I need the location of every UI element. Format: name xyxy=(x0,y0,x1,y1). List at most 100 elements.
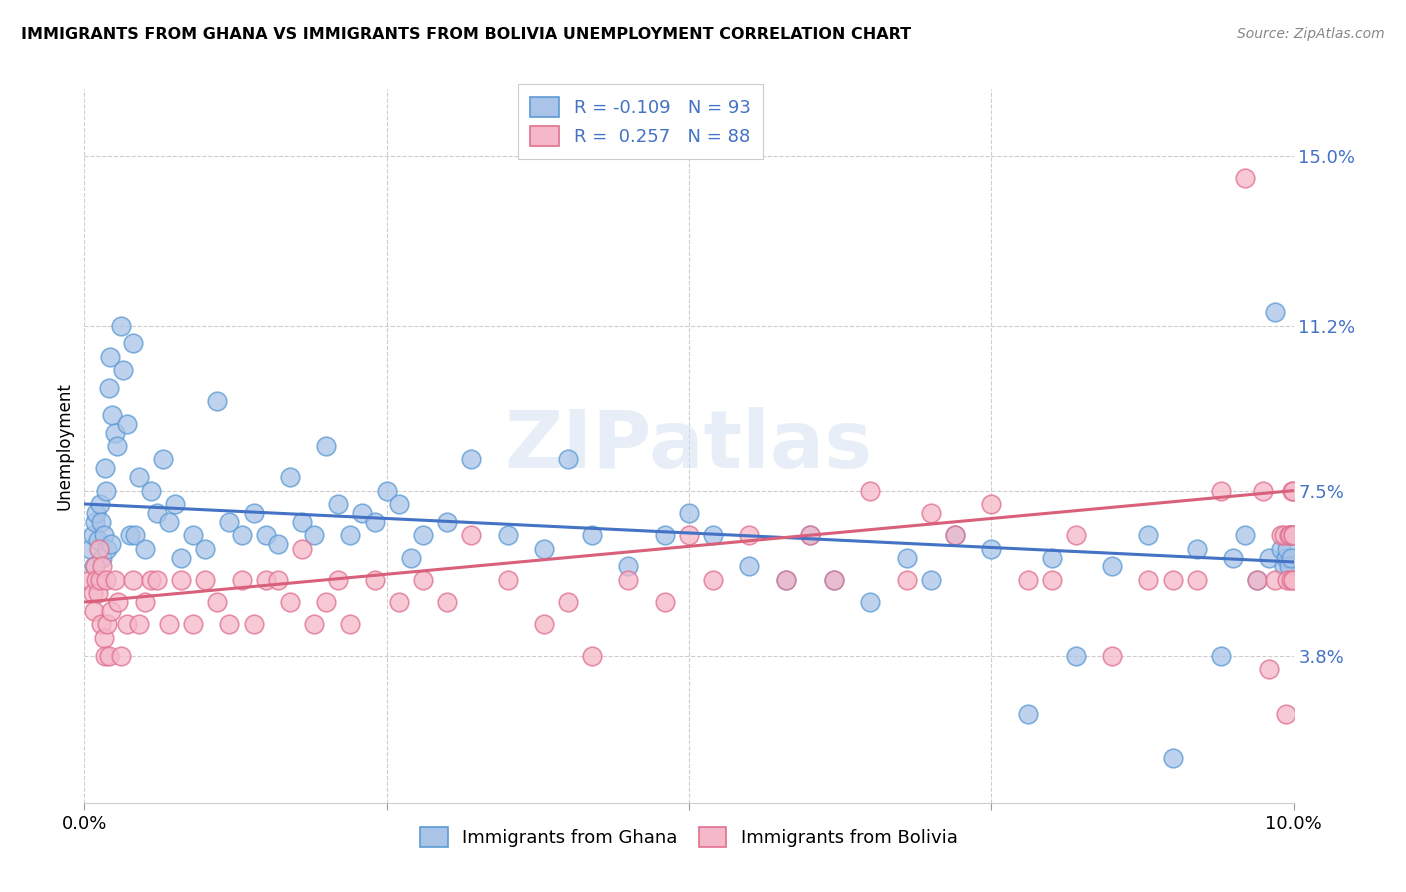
Point xyxy=(291,541,314,556)
Point xyxy=(460,452,482,467)
Point xyxy=(1278,559,1301,574)
Point xyxy=(328,497,350,511)
Point xyxy=(157,617,180,632)
Point xyxy=(120,528,142,542)
Point xyxy=(1282,528,1305,542)
Point xyxy=(460,528,482,542)
Point xyxy=(86,586,108,600)
Point xyxy=(1209,648,1232,663)
Point xyxy=(83,604,105,618)
Point xyxy=(139,573,162,587)
Point xyxy=(218,617,240,632)
Point xyxy=(104,573,127,587)
Point xyxy=(436,515,458,529)
Point xyxy=(1282,573,1305,587)
Point xyxy=(87,541,110,556)
Point xyxy=(181,617,204,632)
Point xyxy=(678,506,700,520)
Point xyxy=(388,595,411,609)
Point xyxy=(1264,573,1286,587)
Point xyxy=(738,559,761,574)
Point xyxy=(896,573,918,587)
Point xyxy=(654,528,676,542)
Point xyxy=(115,617,138,632)
Point xyxy=(617,573,640,587)
Point xyxy=(87,573,110,587)
Point xyxy=(1017,573,1039,587)
Point xyxy=(91,559,114,574)
Point xyxy=(181,528,204,542)
Point xyxy=(1258,550,1281,565)
Point xyxy=(1264,305,1286,319)
Point xyxy=(375,483,398,498)
Point xyxy=(194,541,217,556)
Point xyxy=(980,541,1002,556)
Point xyxy=(859,595,882,609)
Point xyxy=(388,497,411,511)
Point xyxy=(1101,648,1123,663)
Point xyxy=(170,550,193,565)
Point xyxy=(823,573,845,587)
Point xyxy=(702,573,724,587)
Point xyxy=(1101,559,1123,574)
Point xyxy=(896,550,918,565)
Point xyxy=(557,595,579,609)
Point xyxy=(533,541,555,556)
Point xyxy=(1246,573,1268,587)
Point xyxy=(93,631,115,645)
Point xyxy=(82,528,104,542)
Point xyxy=(1161,573,1184,587)
Point xyxy=(533,617,555,632)
Point xyxy=(859,483,882,498)
Point xyxy=(1279,573,1302,587)
Point xyxy=(1278,528,1301,542)
Point xyxy=(328,573,350,587)
Point xyxy=(86,573,108,587)
Point xyxy=(242,617,264,632)
Point xyxy=(97,381,120,395)
Point xyxy=(775,573,797,587)
Point xyxy=(89,573,111,587)
Point xyxy=(1275,706,1298,721)
Point xyxy=(112,363,135,377)
Point xyxy=(86,506,108,520)
Point xyxy=(1272,559,1295,574)
Point xyxy=(496,528,519,542)
Point xyxy=(128,470,150,484)
Point xyxy=(104,425,127,440)
Point xyxy=(352,506,374,520)
Point xyxy=(86,533,108,547)
Point xyxy=(339,528,361,542)
Point xyxy=(617,559,640,574)
Text: IMMIGRANTS FROM GHANA VS IMMIGRANTS FROM BOLIVIA UNEMPLOYMENT CORRELATION CHART: IMMIGRANTS FROM GHANA VS IMMIGRANTS FROM… xyxy=(21,27,911,42)
Point xyxy=(1185,573,1208,587)
Point xyxy=(738,528,761,542)
Point xyxy=(84,515,107,529)
Point xyxy=(1278,528,1301,542)
Point xyxy=(412,573,434,587)
Point xyxy=(775,573,797,587)
Point xyxy=(94,483,117,498)
Point xyxy=(254,528,277,542)
Point xyxy=(94,648,117,663)
Point xyxy=(134,595,156,609)
Point xyxy=(1040,550,1063,565)
Point xyxy=(115,417,138,431)
Point xyxy=(124,528,146,542)
Point xyxy=(1137,528,1160,542)
Point xyxy=(1281,483,1303,498)
Point xyxy=(100,604,122,618)
Point xyxy=(101,408,124,422)
Point xyxy=(96,617,118,632)
Point xyxy=(152,452,174,467)
Point xyxy=(496,573,519,587)
Point xyxy=(1017,706,1039,721)
Point xyxy=(315,439,337,453)
Point xyxy=(231,528,253,542)
Point xyxy=(1222,550,1244,565)
Point xyxy=(194,573,217,587)
Text: Source: ZipAtlas.com: Source: ZipAtlas.com xyxy=(1237,27,1385,41)
Point xyxy=(97,648,120,663)
Point xyxy=(1258,662,1281,676)
Point xyxy=(110,648,132,663)
